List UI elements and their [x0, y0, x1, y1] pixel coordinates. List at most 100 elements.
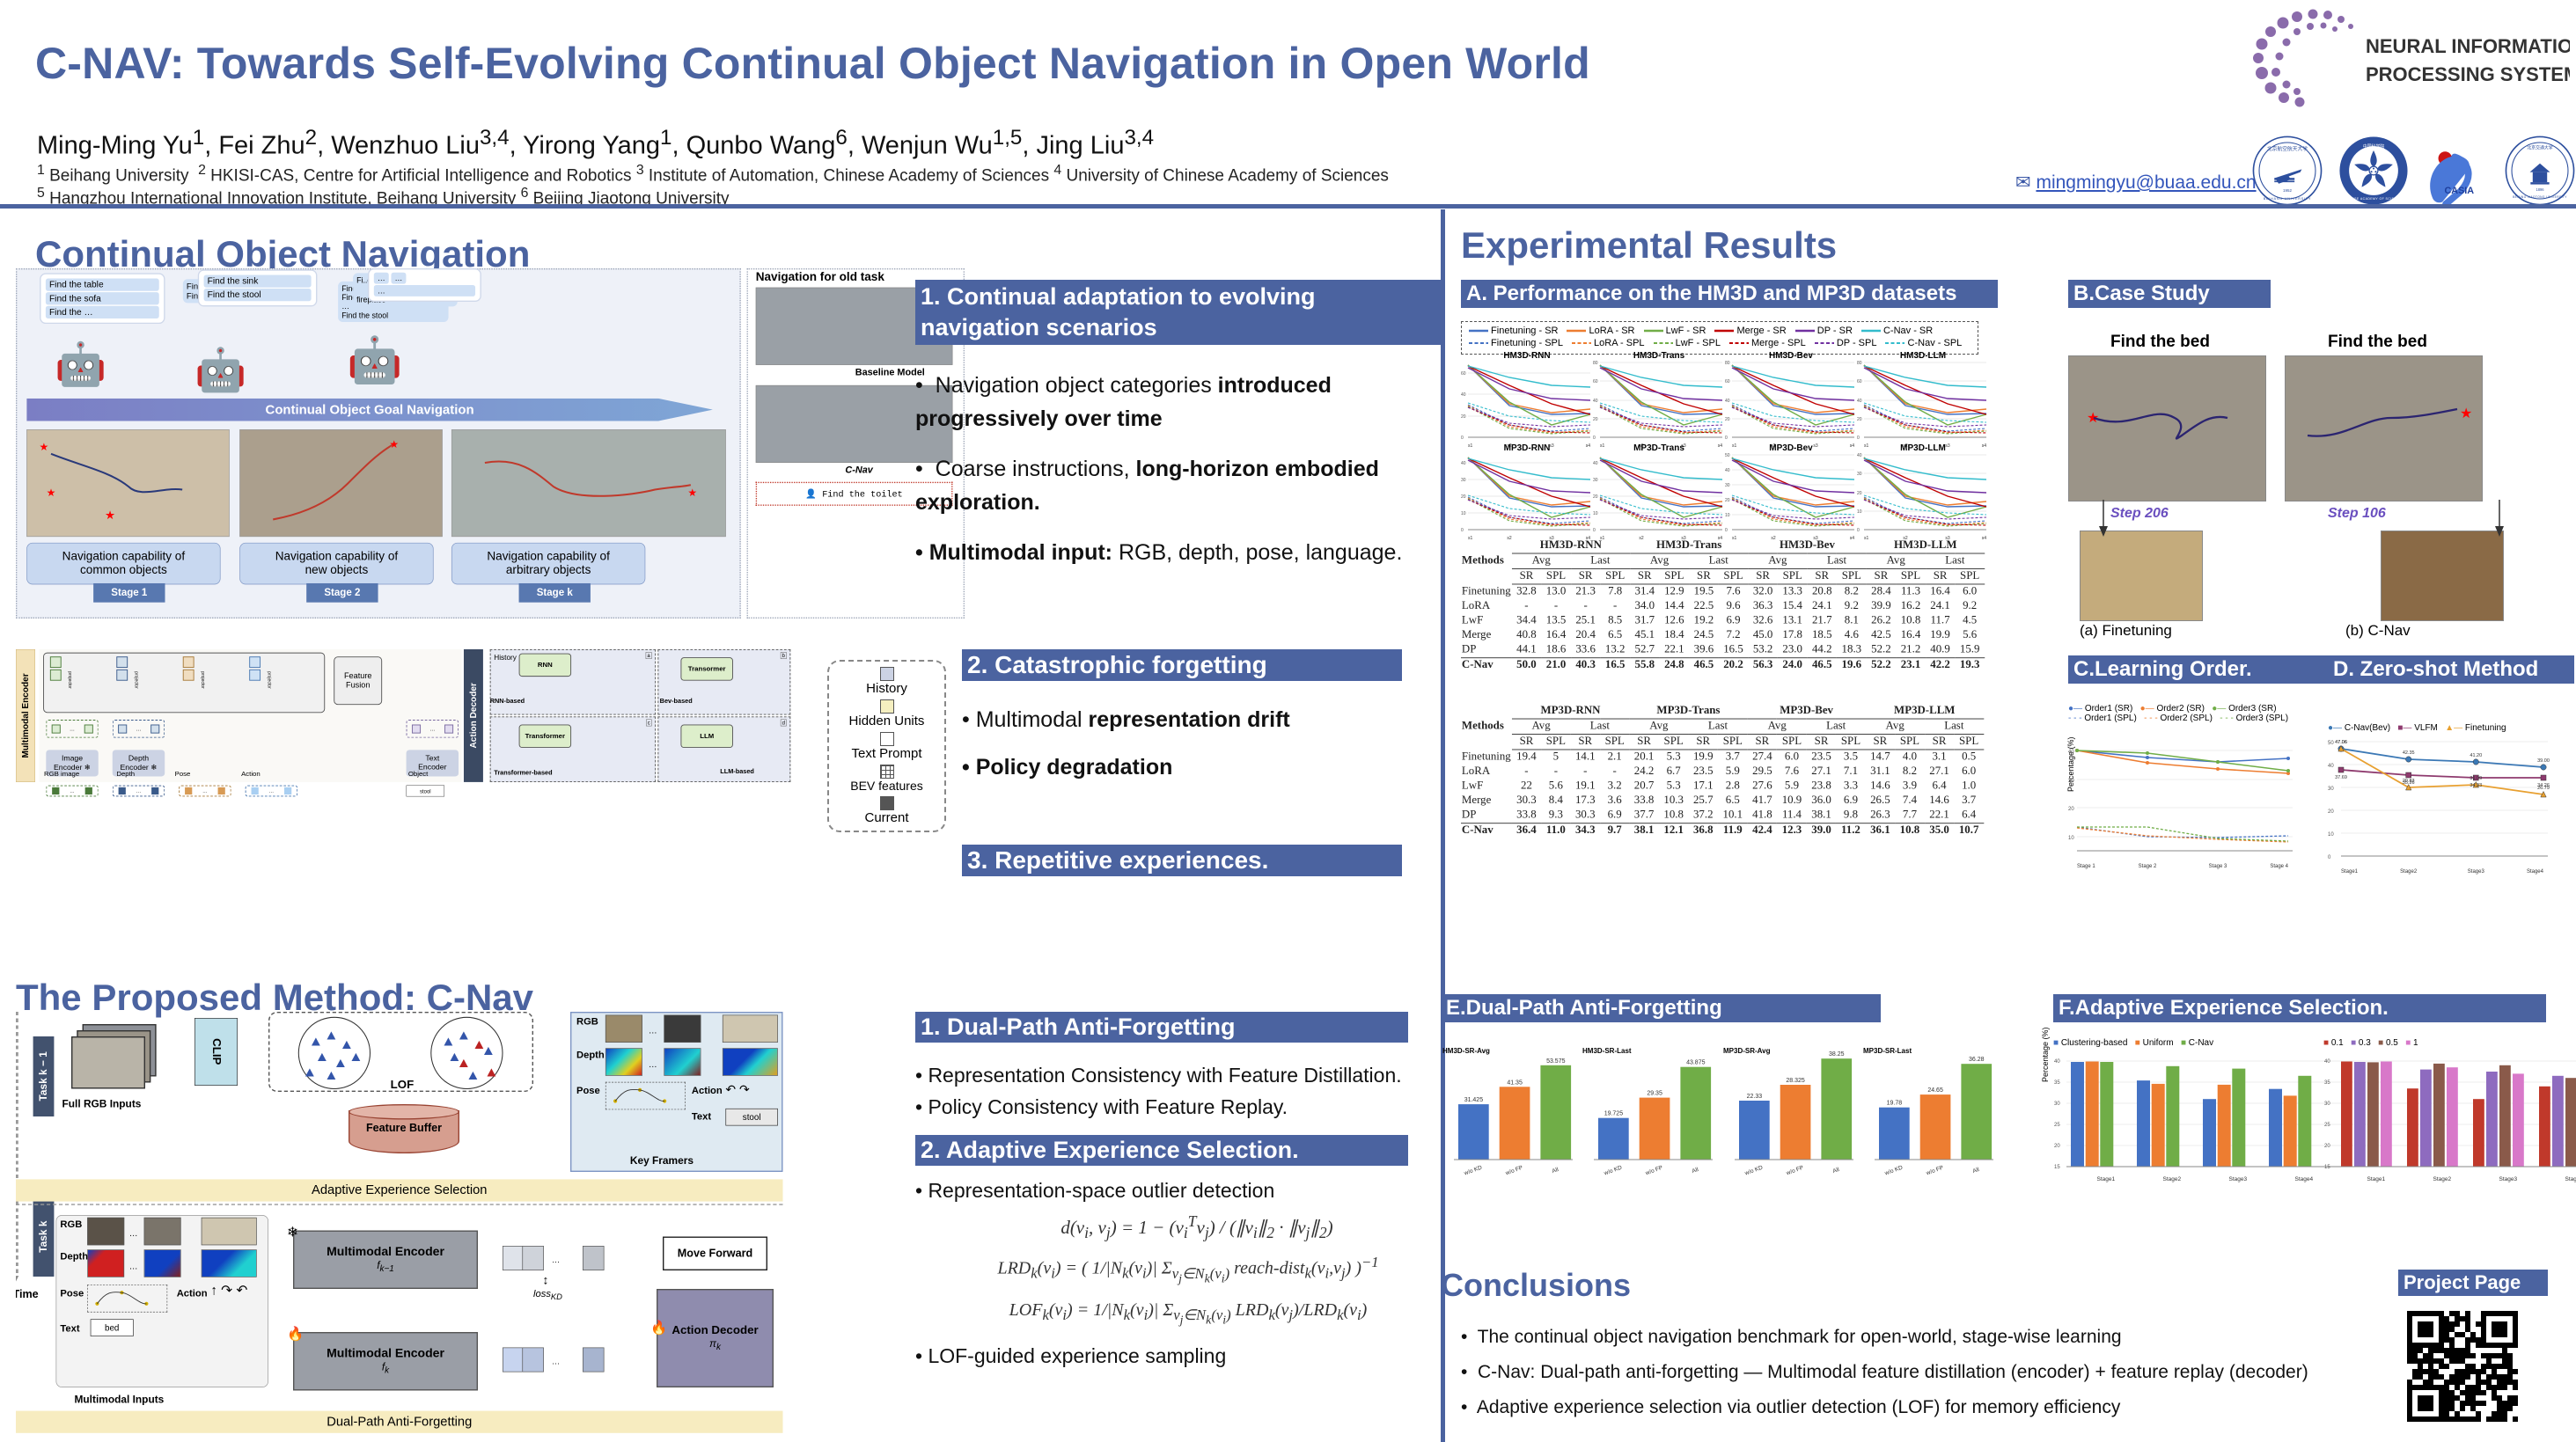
svg-text:29.83: 29.83 [2403, 779, 2415, 784]
svg-text:w/o FP: w/o FP [1504, 1165, 1523, 1177]
svg-text:1896: 1896 [2536, 187, 2544, 192]
svg-text:31.09: 31.09 [2470, 776, 2482, 781]
svg-text:10: 10 [1857, 509, 1862, 515]
svg-text:30: 30 [2068, 779, 2074, 784]
svg-text:w/o KD: w/o KD [1743, 1165, 1764, 1177]
svg-text:Stage2: Stage2 [2163, 1176, 2182, 1182]
svg-text:MP3D-SR-Last: MP3D-SR-Last [1863, 1047, 1912, 1055]
svg-text:北京航空航天大学: 北京航空航天大学 [2267, 145, 2308, 152]
svg-text:NEURAL INFORMATION: NEURAL INFORMATION [2366, 35, 2570, 57]
svg-text:35: 35 [2054, 1080, 2060, 1086]
svg-text:20: 20 [1461, 494, 1466, 500]
svg-text:30: 30 [1593, 478, 1598, 483]
svg-text:s2: s2 [1903, 536, 1908, 541]
svg-text:0: 0 [1725, 436, 1728, 441]
svg-text:53.575: 53.575 [1546, 1058, 1566, 1065]
svg-text:s3: s3 [1549, 536, 1554, 541]
svg-text:80: 80 [1725, 361, 1730, 366]
svg-text:24.65: 24.65 [1928, 1087, 1944, 1094]
svg-text:w/o KD: w/o KD [1883, 1165, 1904, 1177]
svg-text:s4: s4 [1850, 536, 1855, 541]
svg-text:Stage4: Stage4 [2565, 1176, 2576, 1182]
svg-text:40: 40 [1857, 453, 1862, 458]
svg-text:15: 15 [2054, 1165, 2060, 1170]
svg-text:40: 40 [2068, 750, 2074, 755]
svg-text:41.35: 41.35 [1507, 1080, 1523, 1086]
svg-text:Stage1: Stage1 [2097, 1176, 2116, 1182]
svg-text:25: 25 [2324, 1123, 2330, 1128]
svg-text:60: 60 [1857, 379, 1862, 384]
svg-text:CHINESE ACADEMY OF SCIENCES: CHINESE ACADEMY OF SCIENCES [2343, 197, 2404, 201]
svg-text:Stage 3: Stage 3 [2209, 864, 2227, 869]
svg-text:38.25: 38.25 [1829, 1051, 1845, 1058]
svg-text:s1: s1 [1732, 536, 1737, 541]
svg-text:80: 80 [1593, 361, 1598, 366]
svg-text:40: 40 [1725, 468, 1730, 473]
svg-text:w/o FP: w/o FP [1644, 1165, 1663, 1177]
svg-text:40: 40 [1461, 461, 1466, 466]
svg-text:34.33: 34.33 [2470, 783, 2482, 788]
svg-text:s2: s2 [1771, 536, 1776, 541]
svg-text:s3: s3 [1945, 536, 1950, 541]
svg-text:10: 10 [1461, 511, 1466, 516]
svg-text:Stage4: Stage4 [2527, 869, 2544, 875]
svg-text:20: 20 [1593, 494, 1598, 500]
svg-text:Stage 1: Stage 1 [2077, 864, 2095, 869]
svg-text:10: 10 [2328, 832, 2334, 838]
svg-text:30: 30 [1725, 483, 1730, 488]
svg-text:37.69: 37.69 [2335, 775, 2347, 780]
svg-text:s4: s4 [1982, 536, 1987, 541]
svg-text:HM3D-SR-Avg: HM3D-SR-Avg [1442, 1047, 1490, 1055]
svg-text:40: 40 [1461, 392, 1466, 398]
svg-text:PROCESSING SYSTEMS: PROCESSING SYSTEMS [2366, 63, 2570, 85]
svg-text:0: 0 [1857, 528, 1860, 533]
svg-text:w/o KD: w/o KD [1603, 1165, 1623, 1177]
svg-text:HM3D-SR-Last: HM3D-SR-Last [1582, 1047, 1632, 1055]
svg-text:30: 30 [2324, 1102, 2330, 1107]
svg-text:35: 35 [2324, 1080, 2330, 1086]
svg-text:50: 50 [1725, 453, 1730, 458]
svg-text:s3: s3 [1681, 536, 1686, 541]
svg-text:20: 20 [2068, 807, 2074, 812]
svg-text:Stage3: Stage3 [2229, 1176, 2248, 1182]
svg-text:1952: 1952 [2283, 188, 2293, 193]
svg-text:Stage 4: Stage 4 [2270, 864, 2288, 869]
svg-text:20: 20 [1461, 414, 1466, 420]
svg-text:Stage4: Stage4 [2295, 1176, 2314, 1182]
svg-text:s1: s1 [1600, 536, 1605, 541]
svg-text:22.33: 22.33 [1747, 1094, 1763, 1100]
svg-text:10: 10 [1725, 513, 1730, 518]
svg-text:BEIJING JIAOTONG UNIVERSITY: BEIJING JIAOTONG UNIVERSITY [2513, 195, 2567, 199]
svg-text:s2: s2 [1507, 536, 1512, 541]
svg-text:MP3D-SR-Avg: MP3D-SR-Avg [1723, 1047, 1771, 1055]
svg-text:39.00: 39.00 [2537, 758, 2550, 764]
svg-text:40: 40 [1593, 461, 1598, 466]
svg-text:Stage 2: Stage 2 [2139, 864, 2157, 869]
svg-text:43.875: 43.875 [1687, 1060, 1706, 1066]
svg-text:All: All [1552, 1167, 1560, 1175]
svg-text:41.20: 41.20 [2470, 753, 2482, 758]
svg-text:0: 0 [1725, 528, 1728, 533]
svg-text:20: 20 [1857, 491, 1862, 496]
svg-text:All: All [1972, 1167, 1981, 1175]
svg-text:Stage2: Stage2 [2400, 869, 2418, 875]
svg-text:31.425: 31.425 [1464, 1097, 1484, 1103]
svg-text:w/o KD: w/o KD [1463, 1165, 1483, 1177]
svg-text:19.78: 19.78 [1887, 1101, 1903, 1107]
svg-text:60: 60 [1725, 379, 1730, 384]
svg-text:0: 0 [1857, 436, 1860, 441]
svg-text:20: 20 [1857, 417, 1862, 422]
svg-text:s2: s2 [1639, 536, 1644, 541]
svg-text:60: 60 [1593, 379, 1598, 384]
svg-text:40: 40 [2324, 1059, 2330, 1065]
svg-text:s4: s4 [1718, 536, 1723, 541]
svg-text:LOF: LOF [391, 1078, 415, 1091]
svg-text:20: 20 [1725, 498, 1730, 503]
svg-text:15: 15 [2324, 1165, 2330, 1170]
svg-text:40: 40 [1593, 399, 1598, 404]
svg-text:All: All [1832, 1167, 1841, 1175]
svg-text:0: 0 [1593, 528, 1596, 533]
svg-text:30: 30 [1857, 472, 1862, 477]
svg-text:20: 20 [2054, 1144, 2060, 1149]
svg-text:BEIHANG UNIVERSITY: BEIHANG UNIVERSITY [2264, 197, 2312, 201]
